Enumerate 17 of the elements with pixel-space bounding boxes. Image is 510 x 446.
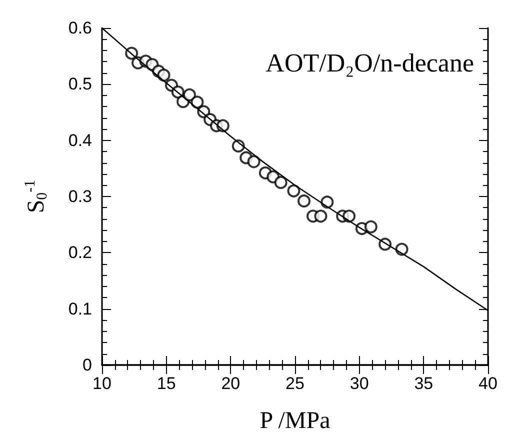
x-tick-label: 25 — [286, 374, 304, 393]
x-tick-label: 20 — [221, 374, 240, 393]
y-axis-title: S0-1 — [22, 180, 50, 214]
y-tick-label: 0.6 — [68, 18, 92, 38]
y-tick-label: 0 — [82, 356, 92, 374]
annotation: AOT/D₂O/n-decane — [266, 48, 474, 78]
x-tick-label: 10 — [92, 374, 112, 393]
x-tick-label: 40 — [478, 374, 498, 393]
y-tick-label: 0.1 — [68, 299, 92, 318]
x-tick-label: 30 — [350, 374, 369, 393]
x-tick-label: 15 — [156, 374, 176, 393]
y-tick-label: 0.2 — [68, 243, 92, 262]
y-tick-label: 0.5 — [68, 74, 92, 94]
y-tick-label: 0.3 — [68, 187, 92, 206]
x-axis-title: P /MPa — [260, 408, 331, 434]
y-tick-label: 0.4 — [68, 130, 92, 150]
x-tick-label: 35 — [414, 374, 434, 393]
